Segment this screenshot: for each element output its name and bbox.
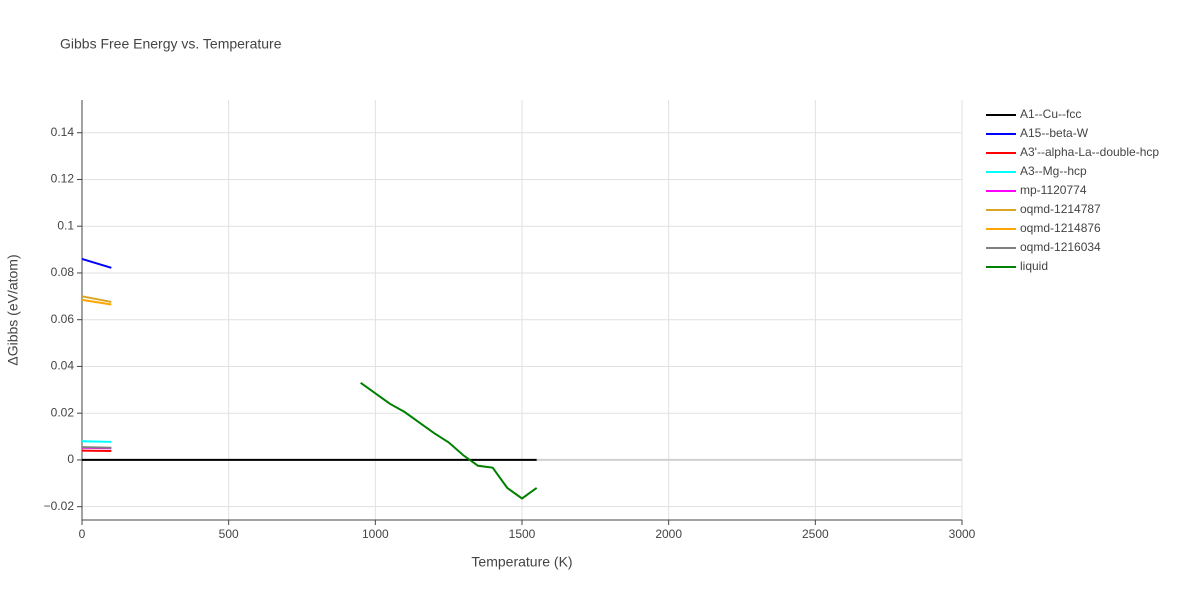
legend-label[interactable]: oqmd-1216034 <box>1020 240 1101 254</box>
legend-label[interactable]: A1--Cu--fcc <box>1020 107 1081 121</box>
x-axis-title: Temperature (K) <box>471 554 572 570</box>
x-tick-label: 3000 <box>949 527 976 541</box>
y-tick-label: 0.1 <box>57 218 74 232</box>
x-tick-label: 2500 <box>802 527 829 541</box>
y-tick-label: 0.06 <box>51 312 75 326</box>
x-tick-label: 500 <box>219 527 239 541</box>
legend-label[interactable]: A3'--alpha-La--double-hcp <box>1020 145 1159 159</box>
chart-title: Gibbs Free Energy vs. Temperature <box>60 36 282 52</box>
y-tick-label: 0.12 <box>51 172 75 186</box>
series-line <box>82 447 111 448</box>
y-tick-label: 0.04 <box>51 359 75 373</box>
legend-label[interactable]: liquid <box>1020 259 1048 273</box>
y-tick-label: 0.02 <box>51 405 75 419</box>
y-tick-label: 0 <box>67 452 74 466</box>
y-axis-title: ΔGibbs (eV/atom) <box>5 254 21 365</box>
legend-label[interactable]: oqmd-1214787 <box>1020 202 1101 216</box>
y-tick-label: −0.02 <box>44 499 75 513</box>
series-line <box>361 383 537 499</box>
y-tick-label: 0.14 <box>51 125 75 139</box>
x-tick-label: 0 <box>79 527 86 541</box>
legend-label[interactable]: mp-1120774 <box>1020 183 1087 197</box>
series-line <box>82 441 111 442</box>
y-tick-label: 0.08 <box>51 265 75 279</box>
series-line <box>82 259 111 268</box>
x-tick-label: 1000 <box>362 527 389 541</box>
x-tick-label: 2000 <box>655 527 682 541</box>
legend-label[interactable]: A3--Mg--hcp <box>1020 164 1087 178</box>
legend-label[interactable]: oqmd-1214876 <box>1020 221 1101 235</box>
legend-label[interactable]: A15--beta-W <box>1020 126 1089 140</box>
x-tick-label: 1500 <box>509 527 536 541</box>
